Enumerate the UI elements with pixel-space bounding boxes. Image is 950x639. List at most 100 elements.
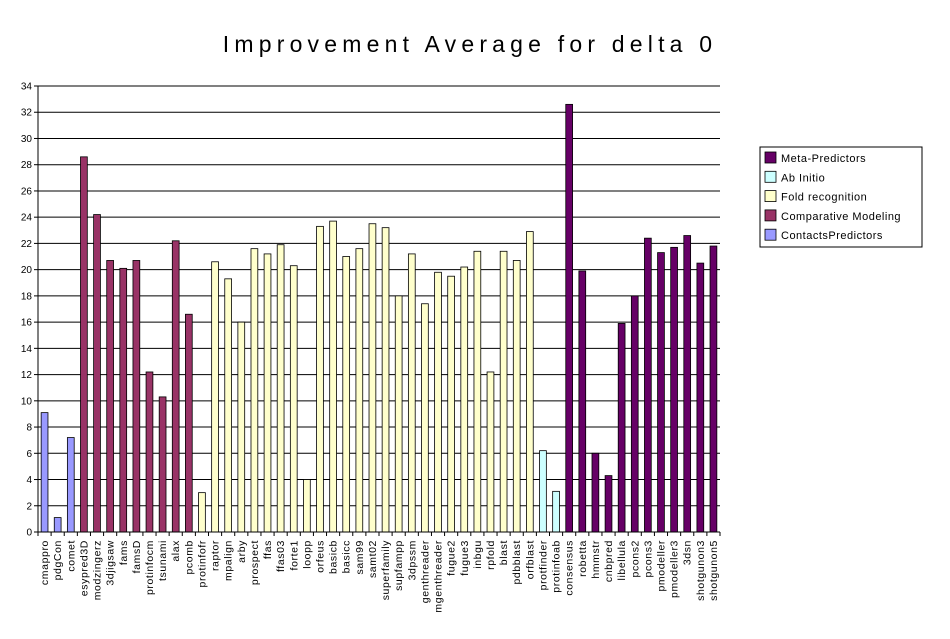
bar-pmodeller: [657, 252, 665, 533]
y-tick-label: 20: [21, 265, 33, 276]
y-tick-label: 32: [21, 108, 33, 119]
x-tick-label: supfampp: [393, 540, 405, 591]
x-tick-label: shotgunon5: [708, 540, 720, 601]
y-tick-label: 0: [26, 528, 32, 539]
bar-loopp: [303, 479, 311, 533]
bar-consensus: [565, 103, 573, 533]
x-tick-label: loopp: [301, 540, 313, 569]
x-tick-label: fams: [118, 540, 130, 565]
x-tick-label: tsunami: [157, 540, 169, 581]
y-tick-label: 18: [21, 291, 33, 302]
y-tick-label: 4: [26, 475, 32, 486]
x-tick-label: basicb: [328, 540, 340, 574]
y-tick-label: 34: [21, 82, 33, 93]
y-tick-label: 2: [26, 501, 32, 512]
x-tick-label: protfinder: [537, 540, 549, 590]
x-tick-label: sam99: [354, 540, 366, 575]
x-tick-label: superfamily: [380, 540, 392, 600]
bar-3djigsaw: [106, 260, 114, 533]
x-tick-label: pmodeller: [655, 540, 667, 592]
bar-mpalign: [224, 278, 232, 533]
x-tick-label: rpfold: [485, 540, 497, 570]
y-tick-label: 14: [21, 344, 33, 355]
bar-arby: [237, 321, 246, 533]
x-tick-label: cnbpred: [603, 540, 615, 582]
x-tick-label: pdgCon: [52, 540, 64, 580]
chart-title: Improvement Average for delta 0: [223, 31, 717, 57]
bar-pdbblast: [512, 260, 521, 533]
bars: [40, 103, 718, 533]
bar-protinfoab: [552, 490, 560, 533]
bar-fugue3: [460, 266, 469, 533]
x-tick-label: hmmstr: [590, 540, 602, 579]
bar-cmappro: [40, 412, 49, 533]
x-tick-label: arby: [236, 540, 248, 563]
bar-mgenthreader: [434, 271, 442, 533]
y-tick-label: 30: [21, 134, 33, 145]
x-tick-label: pmodeller3: [669, 540, 681, 598]
x-tick-label: mpalign: [223, 540, 235, 581]
x-tick-label: pcons3: [642, 540, 654, 577]
bar-famsD: [132, 260, 141, 533]
bar-pcons2: [630, 295, 639, 533]
x-tick-label: fugue3: [459, 540, 471, 576]
y-tick-label: 16: [21, 318, 33, 329]
x-tick-label: alax: [170, 540, 182, 562]
x-tick-label: pdbblast: [511, 540, 523, 585]
bar-pcons3: [644, 237, 652, 533]
x-tick-label: orfeus: [314, 540, 326, 573]
bar-fams: [119, 267, 128, 533]
bar-pdgCon: [53, 517, 62, 533]
x-tick-label: cmappro: [39, 540, 51, 585]
x-tick-labels: cmappro pdgCon comet esypred3D modzingerz 3dj…: [39, 540, 720, 613]
bar-basicc: [342, 256, 351, 533]
bar-tsunami: [158, 396, 167, 533]
x-tick-label: forte1: [288, 540, 300, 570]
x-tick-label: pcomb: [183, 540, 195, 575]
bar-protinfocm: [145, 371, 154, 533]
x-tick-label: libellula: [616, 540, 628, 580]
legend-box: [759, 146, 923, 248]
x-tick-label: pcons2: [629, 540, 641, 577]
x-tick-label: prospect: [249, 540, 261, 585]
bar-protinfofr: [198, 492, 206, 533]
bar-samt02: [368, 223, 377, 533]
x-tick-label: consensus: [564, 540, 576, 596]
legend-label: Meta-Predictors: [781, 153, 866, 165]
bar-genthreader: [421, 303, 429, 533]
bar-orfblast: [526, 231, 534, 533]
x-tick-label: mgenthreader: [433, 540, 445, 613]
bar-supfampp: [394, 295, 403, 533]
bar-sam99: [355, 248, 364, 533]
legend-swatch: [764, 151, 777, 164]
x-tick-label: protinfocm: [144, 540, 156, 595]
bar-prospect: [250, 248, 259, 533]
x-tick-label: protinfofr: [196, 540, 208, 587]
legend-swatch: [764, 170, 777, 183]
x-tick-label: 3djigsaw: [105, 540, 117, 586]
bar-libellula: [617, 323, 626, 533]
bar-superfamily: [381, 227, 390, 533]
legend-swatch: [764, 209, 777, 222]
bar-pmodeller3: [670, 246, 678, 533]
x-tick-label: orfblast: [524, 540, 536, 579]
x-tick-label: ffas03: [275, 540, 287, 572]
x-tick-label: famsD: [131, 540, 143, 573]
x-tick-label: raptor: [210, 540, 222, 571]
bar-orfeus: [316, 225, 324, 533]
x-tick-label: protinfoab: [551, 540, 563, 593]
x-tick-label: ffas: [262, 540, 274, 559]
bar-3dsn: [683, 235, 692, 533]
legend-label: Ab Initio: [781, 172, 825, 184]
legend: Meta-Predictors Ab Initio Fold recognition…: [759, 146, 923, 248]
legend-label: Comparative Modeling: [781, 211, 901, 223]
x-tick-label: esypred3D: [78, 540, 90, 596]
y-tick-label: 28: [21, 160, 33, 171]
y-tick-label: 12: [21, 370, 33, 381]
legend-label: Fold recognition: [781, 192, 867, 204]
x-tick-label: samt02: [367, 540, 379, 578]
legend-swatch: [764, 190, 777, 203]
axes: [37, 86, 721, 536]
